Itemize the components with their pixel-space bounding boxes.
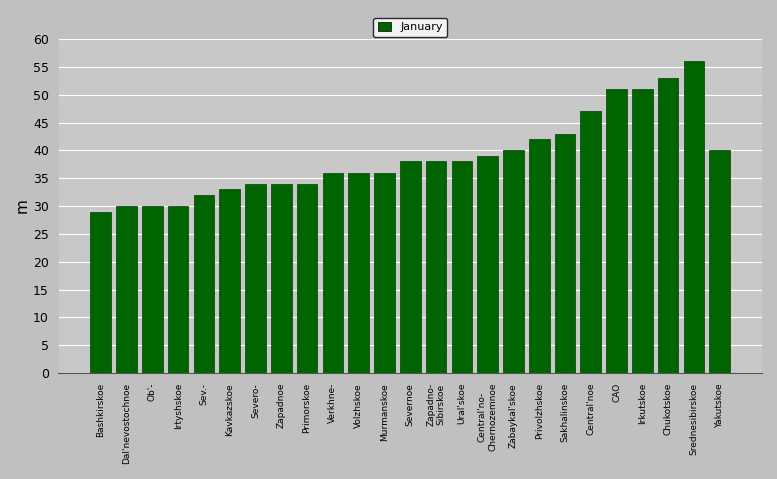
Legend: January: January	[374, 18, 447, 37]
Bar	[580, 111, 601, 373]
Bar	[246, 184, 266, 373]
Bar	[271, 184, 291, 373]
Bar	[219, 189, 240, 373]
Bar	[529, 139, 549, 373]
Bar	[297, 184, 318, 373]
Bar	[451, 161, 472, 373]
Bar	[503, 150, 524, 373]
Bar	[90, 212, 111, 373]
Bar	[400, 161, 420, 373]
Bar	[168, 206, 189, 373]
Bar	[375, 172, 395, 373]
Bar	[117, 206, 137, 373]
Bar	[658, 78, 678, 373]
Bar	[348, 172, 369, 373]
Bar	[477, 156, 498, 373]
Bar	[555, 134, 575, 373]
Y-axis label: m: m	[15, 199, 30, 214]
Bar	[193, 195, 214, 373]
Bar	[709, 150, 730, 373]
Bar	[632, 89, 653, 373]
Bar	[426, 161, 446, 373]
Bar	[684, 61, 704, 373]
Bar	[606, 89, 627, 373]
Bar	[142, 206, 162, 373]
Bar	[322, 172, 343, 373]
